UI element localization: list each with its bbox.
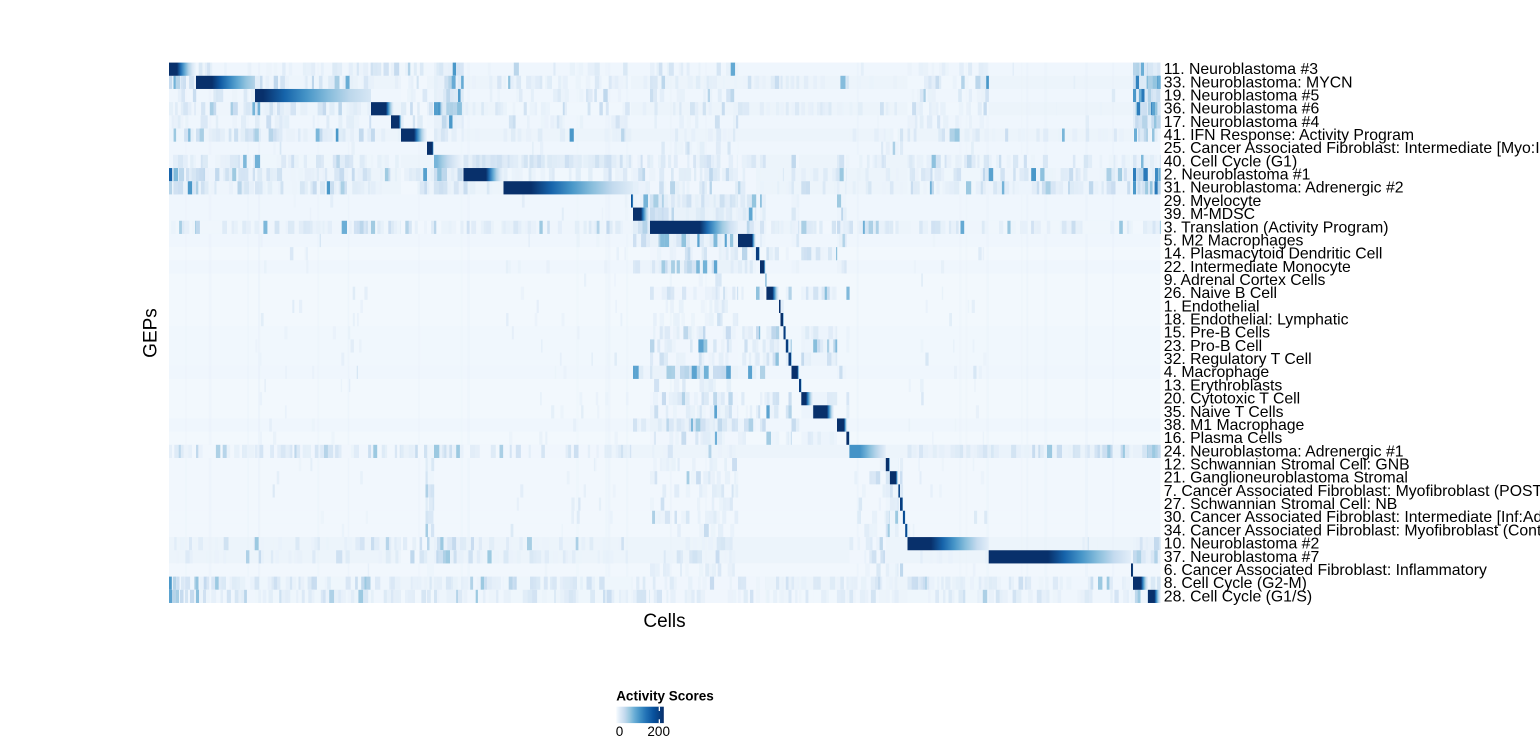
svg-text:26. Naive B Cell: 26. Naive B Cell [1164, 285, 1277, 302]
svg-text:27. Schwannian Stromal Cell: N: 27. Schwannian Stromal Cell: NB [1164, 496, 1398, 513]
svg-text:200: 200 [647, 724, 670, 739]
svg-text:41. IFN Response: Activity Pro: 41. IFN Response: Activity Program [1164, 127, 1414, 144]
svg-text:GEPs: GEPs [141, 308, 162, 358]
svg-text:21. Ganglioneuroblastoma Strom: 21. Ganglioneuroblastoma Stromal [1164, 470, 1408, 487]
svg-text:40. Cell Cycle (G1): 40. Cell Cycle (G1) [1164, 153, 1297, 170]
svg-text:Cells: Cells [643, 611, 685, 632]
svg-text:28. Cell Cycle (G1/S): 28. Cell Cycle (G1/S) [1164, 588, 1312, 605]
svg-text:13. Erythroblasts: 13. Erythroblasts [1164, 377, 1283, 394]
svg-text:11. Neuroblastoma #3: 11. Neuroblastoma #3 [1164, 61, 1318, 78]
svg-text:10. Neuroblastoma #2: 10. Neuroblastoma #2 [1164, 536, 1319, 553]
svg-text:9. Adrenal Cortex Cells: 9. Adrenal Cortex Cells [1164, 272, 1326, 289]
svg-text:Activity Scores: Activity Scores [616, 688, 714, 703]
svg-text:6. Cancer Associated Fibroblas: 6. Cancer Associated Fibroblast: Inflamm… [1164, 562, 1487, 579]
svg-text:31. Neuroblastoma: Adrenergic: 31. Neuroblastoma: Adrenergic #2 [1164, 180, 1404, 197]
svg-text:18. Endothelial: Lymphatic: 18. Endothelial: Lymphatic [1164, 312, 1349, 329]
svg-text:32. Regulatory T Cell: 32. Regulatory T Cell [1164, 351, 1312, 368]
svg-text:37. Neuroblastoma #7: 37. Neuroblastoma #7 [1164, 549, 1319, 566]
svg-text:24. Neuroblastoma: Adrenergic: 24. Neuroblastoma: Adrenergic #1 [1164, 443, 1404, 460]
svg-text:30. Cancer Associated Fibrobla: 30. Cancer Associated Fibroblast: Interm… [1164, 509, 1540, 526]
svg-text:22. Intermediate Monocyte: 22. Intermediate Monocyte [1164, 259, 1351, 276]
svg-text:33. Neuroblastoma: MYCN: 33. Neuroblastoma: MYCN [1164, 74, 1353, 91]
svg-text:5. M2 Macrophages: 5. M2 Macrophages [1164, 232, 1304, 249]
svg-text:36. Neuroblastoma #6: 36. Neuroblastoma #6 [1164, 101, 1320, 118]
svg-text:12. Schwannian Stromal Cell: G: 12. Schwannian Stromal Cell: GNB [1164, 456, 1410, 473]
svg-text:2. Neuroblastoma #1: 2. Neuroblastoma #1 [1164, 167, 1311, 184]
svg-text:8. Cell Cycle (G2-M): 8. Cell Cycle (G2-M) [1164, 575, 1307, 592]
svg-text:19. Neuroblastoma #5: 19. Neuroblastoma #5 [1164, 87, 1320, 104]
svg-text:16. Plasma Cells: 16. Plasma Cells [1164, 430, 1283, 447]
svg-text:7. Cancer Associated Fibroblas: 7. Cancer Associated Fibroblast: Myofibr… [1164, 483, 1540, 500]
svg-text:3. Translation (Activity Progr: 3. Translation (Activity Program) [1164, 219, 1389, 236]
svg-text:38. M1 Macrophage: 38. M1 Macrophage [1164, 417, 1305, 434]
svg-text:25. Cancer Associated Fibrobla: 25. Cancer Associated Fibroblast: Interm… [1164, 140, 1540, 157]
svg-text:1. Endothelial: 1. Endothelial [1164, 298, 1260, 315]
svg-text:14. Plasmacytoid Dendritic Cel: 14. Plasmacytoid Dendritic Cell [1164, 246, 1383, 263]
svg-text:23. Pro-B Cell: 23. Pro-B Cell [1164, 338, 1262, 355]
svg-text:0: 0 [616, 724, 624, 739]
svg-text:20. Cytotoxic T Cell: 20. Cytotoxic T Cell [1164, 391, 1300, 408]
svg-text:29. Myelocyte: 29. Myelocyte [1164, 193, 1262, 210]
svg-text:39. M-MDSC: 39. M-MDSC [1164, 206, 1255, 223]
svg-text:35. Naive T Cells: 35. Naive T Cells [1164, 404, 1284, 421]
svg-text:17. Neuroblastoma #4: 17. Neuroblastoma #4 [1164, 114, 1320, 131]
svg-text:34. Cancer Associated Fibrobla: 34. Cancer Associated Fibroblast: Myofib… [1164, 522, 1540, 539]
svg-text:4. Macrophage: 4. Macrophage [1164, 364, 1270, 381]
svg-text:15. Pre-B Cells: 15. Pre-B Cells [1164, 325, 1270, 342]
